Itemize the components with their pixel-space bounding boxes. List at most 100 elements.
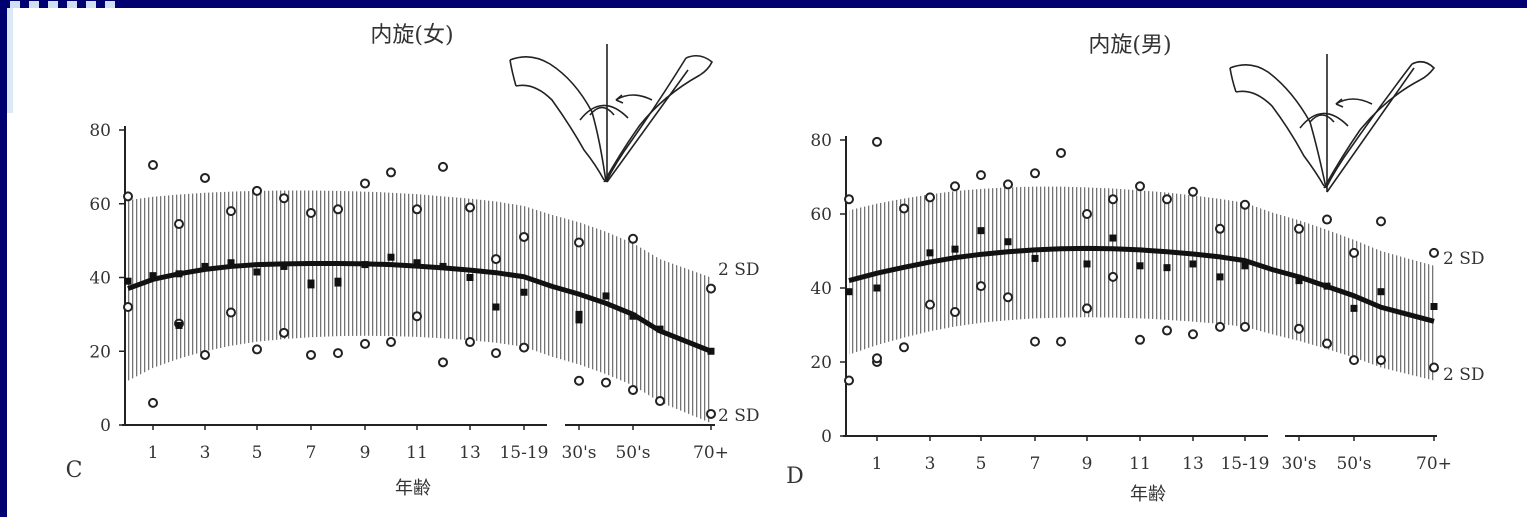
data-point-open — [200, 349, 210, 360]
data-point-open — [872, 136, 882, 147]
band-label-lower: 2 SD — [718, 406, 760, 426]
data-point-solid — [1377, 288, 1385, 296]
y-tick-label: 60 — [89, 195, 111, 215]
data-point-open — [200, 172, 210, 183]
data-point-open — [519, 231, 529, 242]
data-point-open — [574, 237, 584, 248]
x-tick-label: 70+ — [1416, 454, 1452, 474]
x-tick-label: 9 — [360, 443, 371, 463]
x-tick-label: 70+ — [693, 443, 729, 463]
data-point-open — [333, 204, 343, 215]
data-point-open — [148, 160, 158, 171]
x-tick-label: 7 — [1030, 454, 1041, 474]
data-point-open — [1294, 323, 1304, 334]
data-point-solid — [201, 262, 209, 270]
y-tick-label: 0 — [821, 427, 832, 447]
data-point-solid — [466, 274, 474, 281]
band-label-upper: 2 SD — [718, 260, 760, 280]
mean-curve — [848, 245, 1435, 324]
x-axis-label: 年齢 — [395, 478, 431, 499]
data-point-solid — [1430, 303, 1438, 310]
data-point-open — [899, 342, 909, 353]
data-point-solid — [951, 245, 959, 253]
x-tick-label: 1 — [872, 454, 883, 474]
x-tick-label: 50's — [1336, 454, 1371, 474]
x-tick-label: 3 — [200, 443, 211, 463]
data-point-open — [706, 408, 716, 419]
data-point-open — [226, 206, 236, 217]
data-point-open — [1135, 334, 1145, 345]
data-point-open — [1082, 303, 1092, 314]
data-point-open — [465, 202, 475, 213]
decor-block — [29, 0, 39, 8]
shoulder-internal-rotation-diagram-icon — [1229, 54, 1436, 193]
data-point-solid — [926, 249, 934, 257]
x-tick-label: 13 — [1182, 454, 1204, 474]
y-tick-label: 80 — [810, 131, 832, 151]
data-point-open — [1215, 223, 1225, 234]
data-point-open — [1188, 329, 1198, 340]
data-point-open — [1162, 325, 1172, 336]
slide-top-frame — [0, 0, 1527, 8]
x-tick-label: 11 — [1129, 454, 1151, 474]
decor-block — [86, 0, 96, 8]
data-point-solid — [253, 268, 261, 276]
y-tick-label: 40 — [810, 279, 832, 299]
data-point-solid — [575, 316, 583, 324]
slide-corner-decoration — [10, 0, 115, 8]
data-point-solid — [334, 279, 342, 287]
data-point-open — [872, 353, 882, 364]
data-point-solid — [1163, 264, 1171, 272]
data-point-solid — [124, 277, 132, 285]
data-point-solid — [1083, 260, 1091, 268]
data-point-solid — [307, 281, 315, 289]
data-point-open — [1030, 336, 1040, 347]
x-tick-label: 13 — [459, 443, 481, 463]
data-point-open — [412, 204, 422, 215]
data-point-open — [925, 192, 935, 203]
data-point-solid — [1241, 262, 1249, 270]
data-point-open — [279, 327, 289, 338]
data-point-open — [279, 193, 289, 204]
sd-band — [128, 190, 711, 424]
data-point-solid — [845, 288, 853, 296]
data-point-open — [1162, 194, 1172, 205]
data-point-open — [1429, 362, 1439, 373]
data-point-solid — [575, 310, 583, 318]
data-point-solid — [1350, 304, 1358, 312]
data-point-open — [1135, 181, 1145, 192]
data-point-open — [386, 337, 396, 348]
data-point-open — [950, 307, 960, 318]
mean-curve — [127, 260, 712, 354]
data-point-solid — [1189, 260, 1197, 268]
data-point-open — [465, 337, 475, 348]
data-point-solid — [1216, 273, 1224, 281]
data-point-open — [925, 299, 935, 310]
data-point-solid — [1295, 277, 1303, 285]
y-tick-label: 80 — [89, 121, 111, 141]
data-point-solid — [280, 262, 288, 270]
data-point-open — [1429, 247, 1439, 258]
data-point-open — [1322, 338, 1332, 349]
panel-label: C — [66, 458, 83, 483]
data-point-open — [306, 349, 316, 360]
x-axis-label: 年齢 — [1130, 484, 1166, 505]
data-point-open — [655, 396, 665, 407]
data-point-open — [950, 181, 960, 192]
data-point-open — [1056, 336, 1066, 347]
data-point-open — [1108, 271, 1118, 282]
chart-title: 内旋(女) — [370, 23, 453, 48]
data-point-open — [1376, 355, 1386, 366]
data-point-solid — [873, 284, 881, 292]
data-point-open — [844, 375, 854, 386]
data-point-open — [628, 233, 638, 244]
data-point-open — [491, 348, 501, 359]
x-tick-label: 30's — [1281, 454, 1316, 474]
data-point-open — [976, 170, 986, 181]
data-point-open — [1056, 147, 1066, 158]
data-point-open — [1108, 194, 1118, 205]
chart-title: 内旋(男) — [1088, 33, 1171, 58]
